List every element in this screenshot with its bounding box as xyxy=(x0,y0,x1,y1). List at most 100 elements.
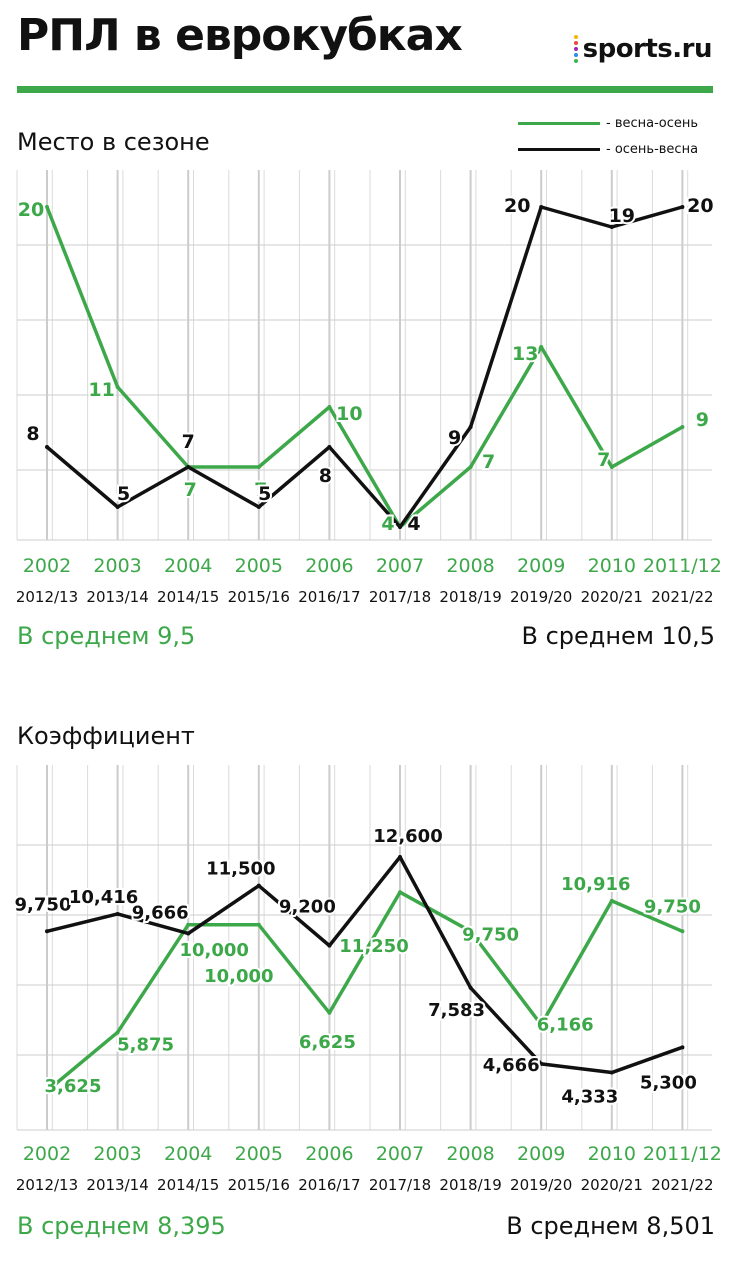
x-tick-label-top: 2009 xyxy=(517,555,565,577)
data-label: 10,000 xyxy=(179,940,248,961)
data-label: 5 xyxy=(258,483,271,505)
data-point xyxy=(256,922,261,927)
legend-label-autumn-spring: - осень-весна xyxy=(606,141,699,157)
x-tick-label-top: 2007 xyxy=(376,1143,424,1165)
data-point xyxy=(468,465,473,469)
data-label: 6,166 xyxy=(537,1015,594,1036)
x-tick-label-top: 2004 xyxy=(164,1143,212,1165)
sports-logo[interactable]: sports.ru xyxy=(573,34,713,64)
data-label: 4,333 xyxy=(561,1087,618,1108)
data-point xyxy=(468,985,473,990)
data-label: 9,750 xyxy=(15,894,72,915)
data-point xyxy=(115,911,120,916)
x-tick-label-bottom: 2019/20 xyxy=(510,1176,572,1194)
data-point xyxy=(186,922,191,927)
data-label: 9,666 xyxy=(132,902,189,923)
logo-dots-icon xyxy=(573,34,578,64)
x-tick-label-top: 2005 xyxy=(235,1143,283,1165)
x-tick-label-top: 2009 xyxy=(517,1143,565,1165)
data-point xyxy=(609,898,614,903)
data-label: 20 xyxy=(504,195,530,217)
data-label: 13 xyxy=(512,343,538,365)
logo-dot xyxy=(573,47,578,51)
data-point xyxy=(539,1061,544,1066)
series-line-autumn-spring xyxy=(46,855,683,1075)
chart-2-average-spring-autumn: В среднем 8,395 xyxy=(17,1212,226,1240)
x-tick-label-top: 2010 xyxy=(588,1143,636,1165)
data-point xyxy=(680,205,685,209)
x-tick-label-bottom: 2020/21 xyxy=(581,588,643,606)
data-point xyxy=(45,1089,49,1093)
data-point xyxy=(680,929,685,934)
data-label: 7 xyxy=(184,479,197,501)
data-label: 7 xyxy=(182,431,195,453)
legend-label-spring-autumn: - весна-осень xyxy=(606,115,699,131)
data-point xyxy=(539,1022,544,1027)
data-label: 7 xyxy=(254,479,267,501)
data-point xyxy=(468,425,473,429)
x-tick-label-bottom: 2020/21 xyxy=(581,1176,643,1194)
data-label: 6,625 xyxy=(299,1032,356,1053)
legend: - весна-осень - осень-весна xyxy=(518,110,698,162)
data-point xyxy=(327,445,332,449)
x-tick-label-bottom: 2018/19 xyxy=(439,1176,501,1194)
x-tick-label-bottom: 2012/13 xyxy=(16,1176,78,1194)
x-tick-label-top: 2003 xyxy=(93,555,141,577)
data-point xyxy=(45,205,49,209)
x-tick-label-bottom: 2014/15 xyxy=(157,588,219,606)
data-label: 20 xyxy=(18,199,44,221)
x-tick-label-top: 2008 xyxy=(446,555,494,577)
data-label: 5 xyxy=(117,483,130,505)
x-tick-label-top: 2011/12 xyxy=(643,1143,722,1165)
header-divider xyxy=(17,86,713,93)
x-tick-label-bottom: 2021/22 xyxy=(651,1176,713,1194)
data-label: 11,250 xyxy=(339,936,408,957)
x-tick-label-top: 2008 xyxy=(446,1143,494,1165)
series-line-autumn-spring xyxy=(45,205,683,529)
data-label: 8 xyxy=(26,423,39,445)
data-point xyxy=(609,465,614,469)
x-tick-label-bottom: 2019/20 xyxy=(510,588,572,606)
x-tick-label-bottom: 2018/19 xyxy=(439,588,501,606)
x-tick-label-top: 2007 xyxy=(376,555,424,577)
x-tick-label-top: 2002 xyxy=(23,1143,71,1165)
page-title: РПЛ в еврокубках xyxy=(17,10,463,61)
data-point xyxy=(115,505,120,509)
x-tick-label-top: 2005 xyxy=(235,555,283,577)
data-point xyxy=(115,1030,120,1035)
data-label: 4 xyxy=(381,513,394,535)
data-point xyxy=(468,929,473,934)
data-point xyxy=(256,883,261,888)
chart-1-average-spring-autumn: В среднем 9,5 xyxy=(17,622,196,650)
data-point xyxy=(186,931,191,936)
data-point xyxy=(609,1070,614,1075)
data-label: 9,750 xyxy=(644,896,701,917)
data-label: 4 xyxy=(407,513,420,535)
x-tick-label-bottom: 2016/17 xyxy=(298,588,360,606)
data-point xyxy=(398,890,402,895)
logo-dot xyxy=(573,41,578,45)
data-label: 10,916 xyxy=(561,874,630,895)
legend-item-spring-autumn: - весна-осень xyxy=(518,110,698,136)
data-label: 7 xyxy=(597,449,610,471)
data-label: 7 xyxy=(482,451,495,473)
x-tick-label-bottom: 2016/17 xyxy=(298,1176,360,1194)
grid xyxy=(16,170,712,541)
chart-1-title: Место в сезоне xyxy=(17,128,210,156)
data-point xyxy=(680,425,685,429)
data-point xyxy=(186,465,191,469)
data-label: 11,500 xyxy=(206,859,275,880)
x-tick-label-top: 2011/12 xyxy=(643,555,722,577)
data-point xyxy=(327,405,332,409)
data-label: 9 xyxy=(448,427,461,449)
data-point xyxy=(609,225,614,229)
chart-2-title: Коэффициент xyxy=(17,722,195,750)
data-label: 9,750 xyxy=(462,924,519,945)
x-tick-label-top: 2004 xyxy=(164,555,212,577)
data-label: 20 xyxy=(687,195,713,217)
coefficient-chart: 3,625 5,875 10,000 10,000 6,625 11,250 9,750 6,… xyxy=(13,765,722,1194)
data-label: 4,666 xyxy=(483,1055,540,1076)
data-point xyxy=(398,855,402,859)
x-tick-label-bottom: 2013/14 xyxy=(86,588,148,606)
